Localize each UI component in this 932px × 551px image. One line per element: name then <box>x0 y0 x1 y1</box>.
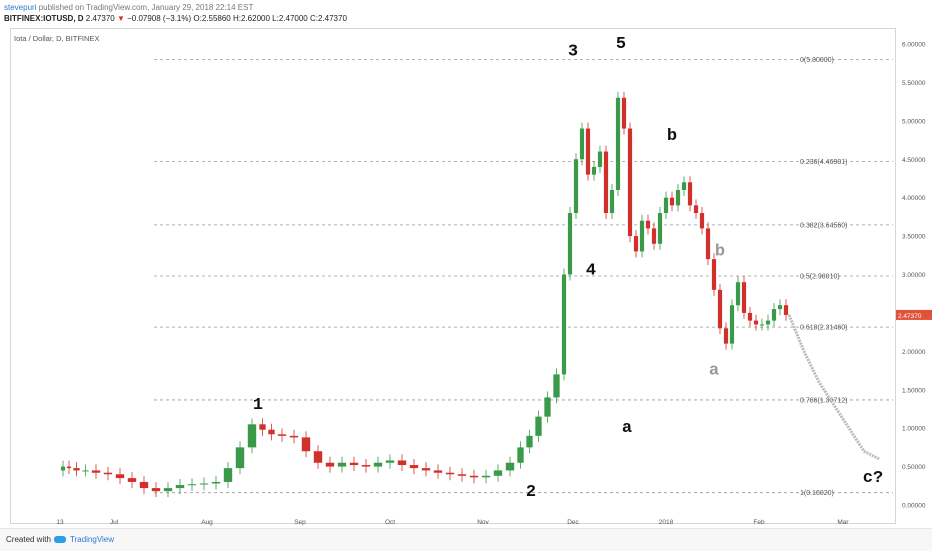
x-tick-label: Aug <box>201 519 213 526</box>
open-value: O:2.55860 <box>193 14 231 23</box>
wave-label: c? <box>863 469 883 488</box>
last-price-tag <box>896 309 932 320</box>
wave-label: a <box>622 419 632 438</box>
y-tick-label: 0.00000 <box>902 503 926 510</box>
fib-level-label: 0.5(2.98010) <box>800 274 840 281</box>
x-tick-label: Jul <box>110 519 119 526</box>
last-price-tag-label: 2.47370 <box>898 313 922 320</box>
fib-level-label: 0(5.80000) <box>800 57 834 64</box>
x-tick-label: 13 <box>56 519 64 526</box>
y-tick-label: 4.00000 <box>902 195 926 202</box>
y-tick-label: 4.50000 <box>902 157 926 164</box>
chart-symbol-label: Iota / Dollar, D, BITFINEX <box>14 34 100 43</box>
projection-path <box>787 314 880 461</box>
x-tick-label: 2018 <box>659 519 674 526</box>
x-tick-label: Nov <box>477 519 489 526</box>
down-arrow-icon: ▼ <box>116 14 125 23</box>
wave-label: b <box>715 242 725 261</box>
fib-level-label: 0.236(4.46901) <box>800 159 847 166</box>
publish-text: published on TradingView.com, January 29… <box>38 3 254 12</box>
fib-level-label: 1(0.16020) <box>800 490 834 497</box>
wave-label: 4 <box>586 262 596 281</box>
y-tick-label: 1.50000 <box>902 387 926 394</box>
price-change: −0.07908 (−3.1%) <box>127 14 192 23</box>
fib-level-label: 0.786(1.36712) <box>800 397 847 404</box>
symbol-line: BITFINEX:IOTUSD, D 2.47370 ▼ −0.07908 (−… <box>4 14 347 23</box>
tradingview-brand-link[interactable]: TradingView <box>70 535 115 544</box>
publish-line: stevepuri published on TradingView.com, … <box>4 3 253 12</box>
fib-level-label: 0.618(2.31460) <box>800 325 847 332</box>
low-value: L:2.47000 <box>272 14 308 23</box>
author-link[interactable]: stevepuri <box>4 3 37 12</box>
x-tick-label: Mar <box>837 519 849 526</box>
y-tick-label: 3.50000 <box>902 234 926 241</box>
x-tick-label: Oct <box>385 519 395 526</box>
x-tick-label: Sep <box>294 519 306 526</box>
y-tick-label: 5.00000 <box>902 118 926 125</box>
wave-label: 5 <box>616 35 626 54</box>
wave-label: a <box>709 361 719 380</box>
x-tick-label: Dec <box>567 519 579 526</box>
x-tick-label: Feb <box>753 519 765 526</box>
chart-pane[interactable] <box>10 28 896 524</box>
fib-level-label: 0.382(3.64560) <box>800 222 847 229</box>
last-price: 2.47370 <box>85 14 115 23</box>
footer-bar: Created with TradingView <box>0 528 932 551</box>
wave-label: 1 <box>253 396 263 415</box>
y-tick-label: 0.50000 <box>902 464 926 471</box>
tradingview-logo-icon <box>54 536 66 543</box>
y-tick-label: 5.50000 <box>902 80 926 87</box>
wave-label: 3 <box>568 43 578 62</box>
y-tick-label: 6.00000 <box>902 42 926 49</box>
close-value: C:2.47370 <box>309 14 347 23</box>
wave-label: b <box>667 127 677 146</box>
wave-label: 2 <box>526 483 536 502</box>
y-tick-label: 3.00000 <box>902 272 926 279</box>
created-with-text: Created with <box>6 535 51 544</box>
symbol-ticker: BITFINEX:IOTUSD, D <box>4 14 84 23</box>
high-value: H:2.62000 <box>233 14 270 23</box>
y-tick-label: 1.00000 <box>902 426 926 433</box>
y-tick-label: 2.00000 <box>902 349 926 356</box>
